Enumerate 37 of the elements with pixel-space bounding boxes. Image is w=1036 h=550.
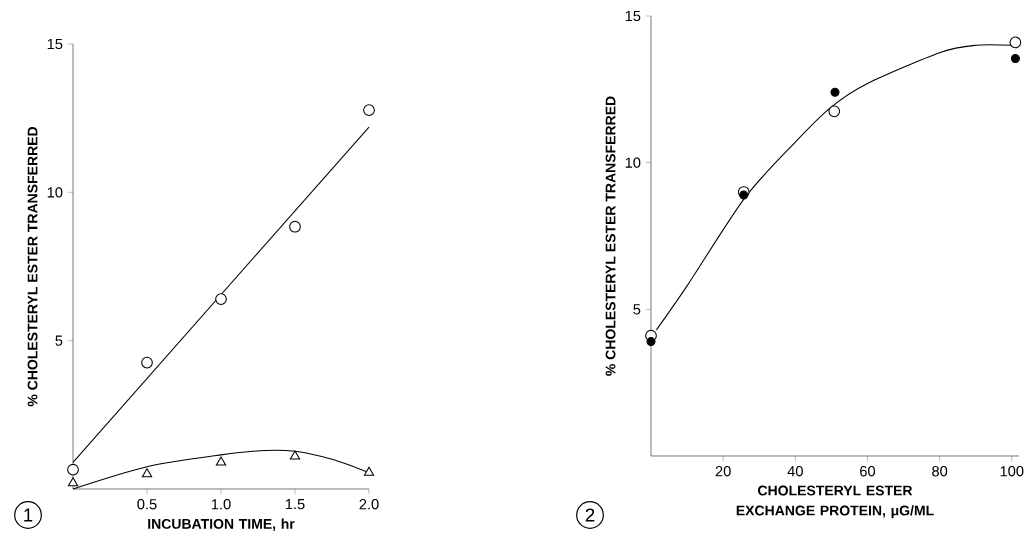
point	[830, 87, 840, 97]
x-axis-title: INCUBATION TIME, hr	[148, 518, 295, 531]
point	[828, 105, 841, 118]
x-tick-label: 60	[860, 466, 876, 477]
x-tick-label: 1.5	[285, 499, 305, 510]
point	[67, 463, 79, 476]
x-tick-label: 40	[787, 466, 803, 477]
point	[215, 456, 227, 466]
y-axis-title: % CHOLESTERYL ESTER TRANSFERRED	[605, 96, 616, 376]
y-tick-label: 5	[633, 304, 641, 315]
point	[289, 450, 301, 460]
x-tick-label: 20	[715, 466, 731, 477]
x-tick-label: 2.0	[359, 499, 379, 510]
y-axis-title: % CHOLESTERYL ESTER TRANSFERRED	[27, 126, 38, 407]
x-axis-title: CHOLESTERYL ESTER EXCHANGE PROTEIN, μG/ML	[736, 485, 934, 519]
point	[141, 468, 153, 478]
y-tick-label: 15	[625, 10, 641, 22]
point	[215, 293, 227, 305]
point	[739, 190, 749, 200]
x-tick-label: 1.0	[211, 499, 231, 510]
y-tick-label: 10	[625, 157, 641, 168]
point	[141, 356, 153, 369]
y-tick-label: 15	[47, 38, 63, 50]
point	[363, 466, 375, 476]
point	[1010, 53, 1020, 64]
x-tick-label: 100	[1000, 466, 1024, 477]
text: 1	[24, 508, 33, 522]
point	[289, 220, 301, 233]
point	[363, 104, 375, 117]
x-tick-label: 0.5	[137, 499, 157, 510]
point	[67, 477, 79, 487]
text: 2	[585, 508, 595, 522]
point	[1009, 36, 1022, 49]
y-tick-label: 5	[55, 335, 63, 346]
point	[646, 337, 656, 347]
x-tick-label: 80	[932, 466, 948, 477]
y-tick-label: 10	[47, 187, 63, 198]
